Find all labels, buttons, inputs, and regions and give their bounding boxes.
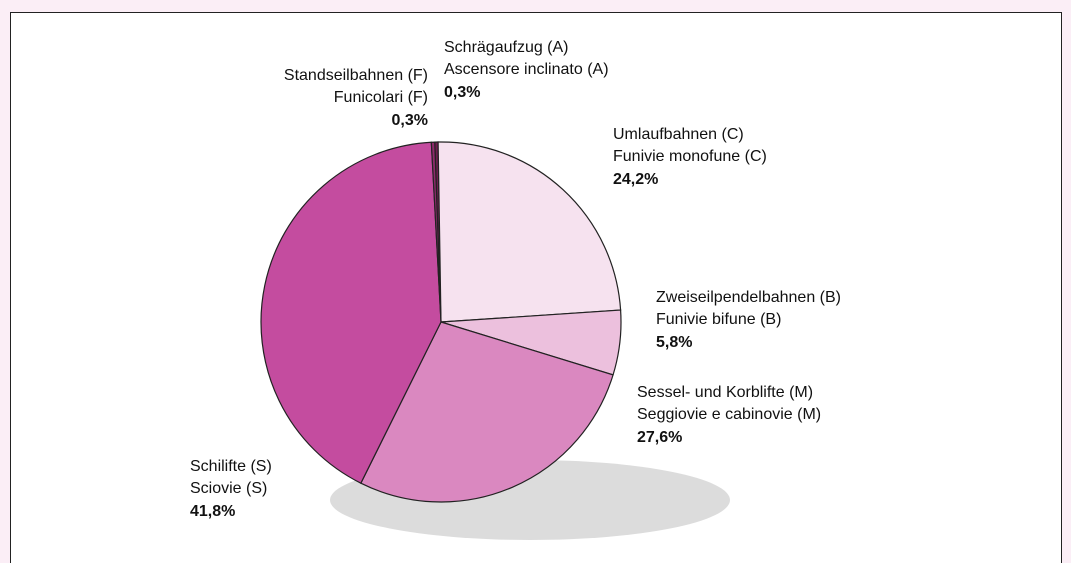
value-label: 41,8%: [190, 503, 235, 520]
slice-label-it: Funicolari (F): [334, 89, 428, 106]
slice-label: Schrägaufzug (A): [444, 39, 569, 56]
slice-label-it: Seggiovie e cabinovie (M): [637, 406, 821, 423]
slice-label: Umlaufbahnen (C): [613, 126, 744, 143]
slice-label-it: Funivie bifune (B): [656, 311, 781, 328]
pie-slice: [430, 141, 442, 323]
value-label: 24,2%: [613, 171, 658, 188]
slice-label: Zweiseilpendelbahnen (B): [656, 289, 841, 306]
slice-label-it: Ascensore inclinato (A): [444, 61, 609, 78]
value-label: 0,3%: [444, 84, 480, 101]
slice-label-it: Funivie monofune (C): [613, 148, 767, 165]
slice-label: Standseilbahnen (F): [284, 67, 428, 84]
value-label: 0,3%: [392, 112, 428, 129]
pie-slice: [260, 141, 442, 484]
slice-label: Sessel- und Korblifte (M): [637, 384, 813, 401]
slice-label-it: Sciovie (S): [190, 480, 267, 497]
value-label: 27,6%: [637, 429, 682, 446]
slice-label: Schilifte (S): [190, 458, 272, 475]
pie-slice: [437, 141, 622, 323]
pie-slice: [360, 321, 614, 503]
value-label: 5,8%: [656, 334, 692, 351]
